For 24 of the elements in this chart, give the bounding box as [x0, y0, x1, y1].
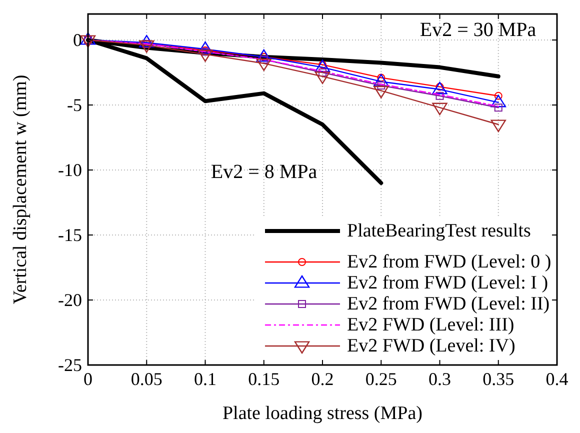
y-tick-label: -25 [58, 355, 82, 375]
legend-label: Ev2 FWD (Level: IV) [347, 336, 516, 356]
annotation: Ev2 = 30 MPa [420, 19, 536, 41]
x-tick-label: 0.35 [482, 369, 514, 389]
x-axis-title: Plate loading stress (MPa) [222, 403, 423, 424]
y-tick-label: -15 [58, 225, 82, 245]
legend-label: Ev2 from FWD (Level: 0 ) [347, 252, 552, 272]
y-tick-label: 0 [73, 30, 82, 50]
x-tick-label: 0.1 [194, 369, 216, 389]
y-tick-label: -20 [58, 290, 82, 310]
y-axis-title: Vertical displacement w (mm) [10, 74, 31, 304]
legend-label: PlateBearingTest results [347, 220, 531, 242]
legend-label: Ev2 from FWD (Level: II) [347, 294, 550, 314]
x-tick-label: 0.25 [365, 369, 397, 389]
legend-label: Ev2 from FWD (Level: I ) [347, 272, 548, 294]
annotation: Ev2 = 8 MPa [210, 161, 318, 183]
y-tick-label: -5 [67, 95, 82, 115]
x-tick-label: 0.2 [311, 369, 334, 389]
x-tick-label: 0.15 [248, 369, 280, 389]
legend-label: Ev2 FWD (Level: III) [347, 314, 514, 336]
y-tick-label: -10 [58, 160, 82, 180]
x-tick-label: 0.4 [546, 369, 568, 389]
x-tick-label: 0.3 [428, 369, 451, 389]
x-tick-label: 0.05 [130, 369, 162, 389]
